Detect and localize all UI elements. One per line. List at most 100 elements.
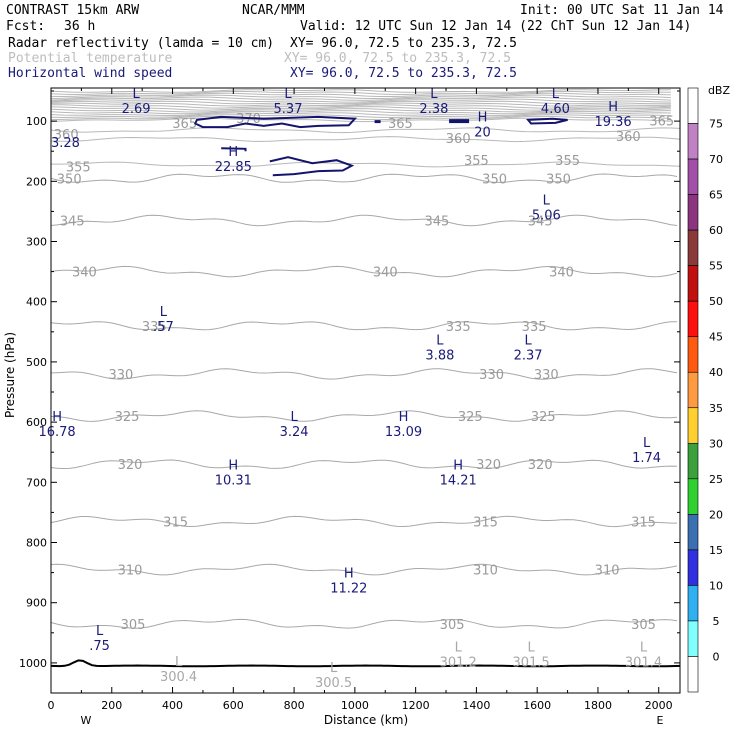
isentrope-label: 325	[458, 410, 483, 425]
isentrope-350	[50, 173, 678, 183]
isentrope-340	[50, 265, 678, 278]
colorbar-level-label: 60	[709, 224, 723, 237]
isentrope-310	[50, 563, 678, 576]
isentrope-label: 315	[163, 515, 188, 530]
y-tick-label: 300	[26, 236, 47, 249]
colorbar-level-label: 35	[709, 402, 723, 415]
east-end-label: E	[657, 714, 664, 727]
theta-low-marker: L	[330, 661, 338, 676]
colorbar-segment	[687, 656, 699, 693]
wind-contour	[374, 120, 381, 124]
field-xy-wind: XY= 96.0, 72.5 to 235.3, 72.5	[290, 66, 517, 81]
isentrope-label: 320	[476, 458, 501, 473]
wind-high-marker: H	[453, 458, 463, 473]
x-tick-label: 2000	[645, 699, 673, 712]
stratosphere-isentrope	[50, 98, 671, 103]
isentrope-label: 340	[72, 266, 97, 281]
wind-extremum-value: 16.78	[38, 425, 75, 440]
isentrope-label: 305	[631, 618, 656, 633]
isentrope-label: 360	[54, 128, 79, 143]
colorbar-segment	[687, 407, 699, 444]
colorbar-unit: dBZ	[708, 84, 731, 97]
colorbar-segment	[687, 123, 699, 160]
wind-extremum-value: 2.69	[122, 102, 151, 117]
stratosphere-isentrope	[50, 115, 671, 121]
upper-isentrope	[51, 161, 681, 168]
y-tick-label: 200	[26, 175, 47, 188]
wind-extremum-value: 5.06	[532, 208, 561, 223]
wind-low-marker: L	[543, 193, 551, 208]
stratosphere-isentrope	[50, 114, 671, 119]
wind-extremum-value: 3.28	[51, 136, 80, 151]
wind-contour	[269, 156, 355, 177]
y-tick-label: 400	[26, 296, 47, 309]
terrain-surface	[50, 659, 681, 668]
y-axis-label: Pressure (hPa)	[3, 332, 17, 418]
isentrope-label: 355	[555, 154, 580, 169]
colorbar-segment	[687, 265, 699, 302]
isentrope-305	[50, 618, 678, 629]
colorbar-level-label: 10	[709, 579, 723, 592]
theta-extremum-value: 300.5	[315, 676, 352, 691]
wind-extremum-value: 22.85	[215, 160, 252, 175]
x-tick-label: 1000	[341, 699, 369, 712]
west-end-label: W	[81, 714, 92, 727]
isentrope-label: 330	[534, 368, 559, 383]
wind-high-marker: H	[608, 100, 618, 115]
x-axis-label: Distance (km)	[324, 713, 408, 727]
fcst-label: Fcst:	[6, 19, 45, 34]
wind-extremum-value: 5.37	[274, 102, 303, 117]
stratosphere-isentrope	[51, 104, 671, 109]
wind-high-marker: H	[228, 145, 238, 160]
x-tick-label: 400	[162, 699, 183, 712]
upper-isentrope	[50, 127, 681, 134]
wind-extremum-value: 10.31	[215, 473, 252, 488]
wind-extremum-value: .57	[153, 320, 174, 335]
y-tick-label: 700	[26, 476, 47, 489]
theta-extremum-value: 301.2	[440, 656, 477, 671]
colorbar-level-label: 30	[709, 437, 723, 450]
y-tick-label: 1000	[19, 657, 47, 670]
isentrope-label: 330	[479, 368, 504, 383]
wind-low-marker: L	[524, 334, 532, 349]
x-tick-label: 1600	[523, 699, 551, 712]
isentrope-335	[50, 321, 678, 331]
isentrope-label: 335	[142, 320, 167, 335]
isentrope-label: 360	[616, 130, 641, 145]
y-tick-label: 600	[26, 416, 47, 429]
theta-extremum-value: 301.5	[512, 656, 549, 671]
theta-low-marker: L	[640, 641, 648, 656]
isentrope-345	[50, 214, 678, 227]
colorbar-segment	[687, 87, 699, 124]
isentrope-label: 345	[528, 214, 553, 229]
colorbar-segment	[687, 194, 699, 231]
isentrope-label: 320	[118, 458, 143, 473]
isentrope-label: 340	[549, 266, 574, 281]
wind-contour	[221, 147, 247, 152]
wind-low-marker: L	[290, 410, 298, 425]
init-time: Init: 00 UTC Sat 11 Jan 14	[520, 3, 724, 18]
x-tick-label: 1800	[584, 699, 612, 712]
wind-extremum-value: 1.74	[632, 451, 661, 466]
wind-high-marker: H	[228, 458, 238, 473]
colorbar-segment	[687, 620, 699, 657]
wind-contour	[449, 119, 470, 124]
y-tick-label: 500	[26, 356, 47, 369]
wind-low-marker: L	[430, 87, 438, 102]
isentrope-label: 350	[546, 172, 571, 187]
wind-extremum-value: 14.21	[440, 473, 477, 488]
isentrope-label: 310	[595, 564, 620, 579]
plot-frame	[50, 87, 681, 694]
isentrope-label: 305	[440, 618, 465, 633]
isentrope-label: 315	[631, 515, 656, 530]
stratosphere-isentrope	[50, 92, 671, 98]
isentrope-label: 330	[108, 368, 133, 383]
wind-extremum-value: 11.22	[330, 582, 367, 597]
x-tick-label: 1400	[462, 699, 490, 712]
isentrope-label: 315	[473, 515, 498, 530]
colorbar-level-label: 70	[709, 153, 723, 166]
field-label-theta: Potential temperature	[8, 51, 173, 66]
y-tick-label: 800	[26, 537, 47, 550]
